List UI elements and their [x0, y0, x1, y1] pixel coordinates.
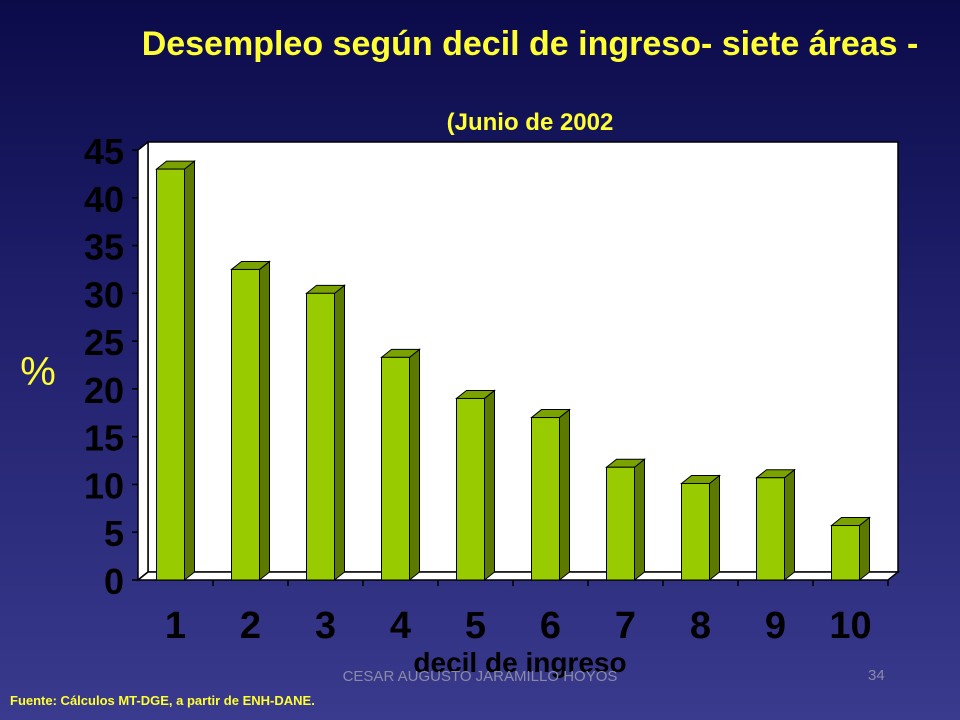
chart-title: Desempleo según decil de ingreso- siete …: [141, 25, 919, 63]
bar-front: [606, 466, 635, 581]
bar-side: [709, 474, 720, 582]
bar-front: [831, 525, 860, 581]
bar-front: [531, 417, 560, 581]
bar-side: [184, 160, 195, 582]
bar: [605, 458, 646, 582]
bar: [380, 348, 421, 582]
bar: [530, 408, 571, 582]
bar-side: [259, 260, 270, 582]
y-tick-label: 30: [84, 274, 124, 315]
bar-side: [859, 516, 870, 582]
page-number: 34: [868, 667, 885, 684]
x-tick-label: 1: [165, 605, 186, 647]
bar-side: [334, 284, 345, 582]
bar-side: [634, 458, 645, 582]
y-tick-label: 35: [84, 227, 124, 268]
bar: [230, 260, 271, 582]
x-tick-label: 8: [690, 605, 711, 647]
y-axis-label: %: [20, 350, 56, 394]
bar-side: [559, 408, 570, 582]
x-tick-labels: 1 2 3 4 5 6 7 8 9 10: [165, 580, 889, 647]
y-tick-labels: 0 5 10 15 20 25 30 35 40 45: [84, 131, 138, 602]
y-tick-label: 25: [84, 322, 124, 363]
bar-front: [456, 397, 485, 581]
bar-front: [306, 292, 335, 581]
x-tick-label: 10: [829, 605, 871, 647]
x-tick-label: 6: [540, 605, 561, 647]
bar-side: [484, 389, 495, 582]
source-note: Fuente: Cálculos MT-DGE, a partir de ENH…: [10, 693, 315, 708]
x-tick-label: 2: [240, 605, 261, 647]
plot-side-wall: [137, 140, 149, 582]
bar-front: [681, 482, 710, 581]
y-tick-label: 5: [104, 513, 124, 554]
x-tick-label: 9: [765, 605, 786, 647]
x-tick-label: 7: [615, 605, 636, 647]
author-footer: CESAR AUGUSTO JARAMILLO HOYOS: [342, 668, 618, 685]
bar: [830, 516, 871, 582]
bar-front: [156, 168, 185, 581]
bar: [305, 284, 346, 582]
bar: [455, 389, 496, 582]
bars: [155, 160, 871, 582]
bar-front: [756, 477, 785, 581]
y-tick-label: 15: [84, 418, 124, 459]
bar: [680, 474, 721, 582]
bar-side: [409, 348, 420, 582]
bar-front: [231, 268, 260, 581]
y-tick-label: 20: [84, 370, 124, 411]
y-tick-label: 10: [84, 465, 124, 506]
bar: [755, 468, 796, 582]
x-tick-label: 3: [315, 605, 336, 647]
x-axis-label: decil de ingreso: [413, 647, 626, 678]
x-tick-label: 5: [465, 605, 486, 647]
x-tick-label: 4: [390, 605, 411, 647]
bar-front: [381, 356, 410, 581]
bar: [155, 160, 196, 582]
bar-side: [784, 468, 795, 582]
y-tick-label: 0: [104, 561, 124, 602]
y-tick-label: 40: [84, 179, 124, 220]
chart-subtitle: (Junio de 2002: [446, 109, 614, 136]
y-tick-label: 45: [84, 131, 124, 172]
